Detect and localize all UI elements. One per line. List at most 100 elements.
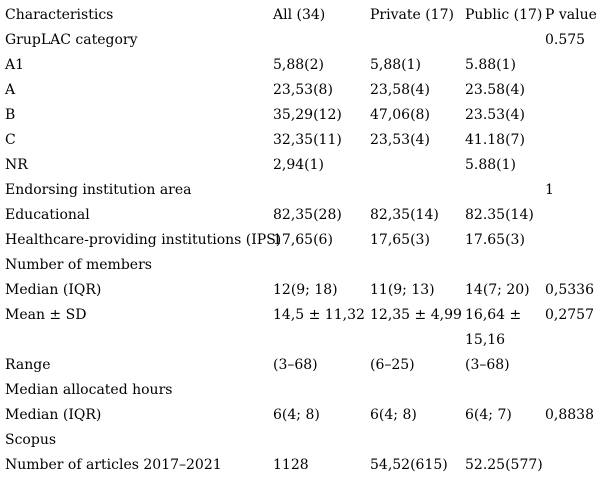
value-cell: 23.53(4) <box>465 107 525 123</box>
value-cell <box>365 428 460 453</box>
table-row: Number of members <box>0 253 610 278</box>
table-body: GrupLAC category 0.575 A1 5,88(2) 5,88(1) 5.8… <box>0 28 610 478</box>
row-label-cell: Number of articles 2017–2021 <box>5 457 222 473</box>
value-cell <box>540 153 610 178</box>
value-cell <box>540 353 610 378</box>
value-cell: 12,35 ± 4,99 <box>370 307 462 323</box>
value-cell: 35,29(12) <box>273 107 342 123</box>
table-row: A1 5,88(2) 5,88(1) 5.88(1) <box>0 53 610 78</box>
value-cell <box>540 378 610 403</box>
value-cell: 5.88(1) <box>465 157 517 173</box>
value-cell <box>365 253 460 278</box>
row-label-cell: GrupLAC category <box>5 32 138 48</box>
table-header-row: Characteristics All (34) Private (17) Pu… <box>0 3 610 28</box>
row-label-cell: Median (IQR) <box>5 407 102 423</box>
value-cell <box>268 178 365 203</box>
table-row: Endorsing institution area 1 <box>0 178 610 203</box>
value-cell <box>268 253 365 278</box>
row-label-cell: A <box>5 82 16 98</box>
value-cell: 11(9; 13) <box>370 282 435 298</box>
column-header-public: Public (17) <box>465 7 543 23</box>
value-cell: 23,53(8) <box>273 82 333 98</box>
value-cell: 54,52(615) <box>370 457 448 473</box>
value-cell: (6–25) <box>370 357 415 373</box>
value-cell <box>460 28 540 53</box>
value-cell: 0,8838 <box>545 407 594 423</box>
value-cell <box>460 178 540 203</box>
value-cell: 47,06(8) <box>370 107 430 123</box>
value-cell <box>268 378 365 403</box>
value-cell <box>365 153 460 178</box>
value-cell: 6(4; 7) <box>465 407 512 423</box>
value-cell <box>540 203 610 228</box>
value-cell: 5,88(2) <box>273 57 325 73</box>
value-cell: 17,65(3) <box>370 232 430 248</box>
value-cell: 5.88(1) <box>465 57 517 73</box>
value-cell: 2,94(1) <box>273 157 325 173</box>
row-label-cell: Scopus <box>5 432 57 448</box>
table-row: NR 2,94(1) 5.88(1) <box>0 153 610 178</box>
row-label-cell: Median (IQR) <box>5 282 102 298</box>
table-row: C 32,35(11) 23,53(4) 41.18(7) <box>0 128 610 153</box>
table-row: Median (IQR) 6(4; 8) 6(4; 8) 6(4; 7) 0,8838 <box>0 403 610 428</box>
value-cell: 5,88(1) <box>370 57 422 73</box>
table-row: Median allocated hours <box>0 378 610 403</box>
table-row: Educational 82,35(28) 82,35(14) 82.35(14) <box>0 203 610 228</box>
characteristics-table: Characteristics All (34) Private (17) Pu… <box>0 3 610 478</box>
value-cell <box>540 453 610 478</box>
value-cell <box>540 53 610 78</box>
value-cell: 1 <box>545 182 554 198</box>
value-cell: 1128 <box>273 457 309 473</box>
table-row: B 35,29(12) 47,06(8) 23.53(4) <box>0 103 610 128</box>
value-cell <box>460 253 540 278</box>
column-header-characteristics: Characteristics <box>5 7 114 23</box>
row-label-cell: Range <box>5 357 51 373</box>
column-header-p-value: P value <box>545 7 597 23</box>
value-cell: 23.58(4) <box>465 82 525 98</box>
value-cell <box>540 128 610 153</box>
row-label-cell: Healthcare-providing institutions (IPS) <box>5 232 282 248</box>
value-cell: (3–68) <box>273 357 318 373</box>
row-label-cell: C <box>5 132 16 148</box>
table-row: A 23,53(8) 23,58(4) 23.58(4) <box>0 78 610 103</box>
table-row: Scopus <box>0 428 610 453</box>
value-cell <box>540 228 610 253</box>
row-label-cell: Endorsing institution area <box>5 182 192 198</box>
value-cell: 41.18(7) <box>465 132 525 148</box>
table-row: Number of articles 2017–2021 1128 54,52(61… <box>0 453 610 478</box>
value-cell: 52.25(577) <box>465 457 543 473</box>
row-label-cell: Educational <box>5 207 90 223</box>
row-label-cell: B <box>5 107 16 123</box>
value-cell: 0.575 <box>545 32 586 48</box>
value-cell: 16,64 ± 15,16 <box>465 307 522 348</box>
value-cell <box>365 28 460 53</box>
value-cell: 32,35(11) <box>273 132 342 148</box>
row-label-cell: Median allocated hours <box>5 382 173 398</box>
value-cell: (3–68) <box>465 357 510 373</box>
value-cell <box>268 28 365 53</box>
value-cell: 12(9; 18) <box>273 282 338 298</box>
value-cell: 23,53(4) <box>370 132 430 148</box>
value-cell: 6(4; 8) <box>273 407 320 423</box>
value-cell: 14(7; 20) <box>465 282 530 298</box>
table-row: Healthcare-providing institutions (IPS) 1… <box>0 228 610 253</box>
column-header-all: All (34) <box>273 7 326 23</box>
value-cell: 23,58(4) <box>370 82 430 98</box>
value-cell: 0,2757 <box>545 307 594 323</box>
value-cell <box>540 428 610 453</box>
value-cell: 82,35(28) <box>273 207 342 223</box>
table-row: GrupLAC category 0.575 <box>0 28 610 53</box>
value-cell <box>365 378 460 403</box>
value-cell <box>268 428 365 453</box>
row-label-cell: A1 <box>5 57 25 73</box>
value-cell: 17.65(3) <box>465 232 525 248</box>
value-cell <box>540 78 610 103</box>
table-row: Mean ± SD 14,5 ± 11,32 12,35 ± 4,99 16,64 ±… <box>0 303 610 353</box>
value-cell <box>365 178 460 203</box>
row-label-cell: Number of members <box>5 257 152 273</box>
value-cell <box>460 378 540 403</box>
table-row: Median (IQR) 12(9; 18) 11(9; 13) 14(7; 20) 0… <box>0 278 610 303</box>
value-cell <box>540 103 610 128</box>
row-label-cell: Mean ± SD <box>5 307 87 323</box>
value-cell: 14,5 ± 11,32 <box>273 307 365 323</box>
